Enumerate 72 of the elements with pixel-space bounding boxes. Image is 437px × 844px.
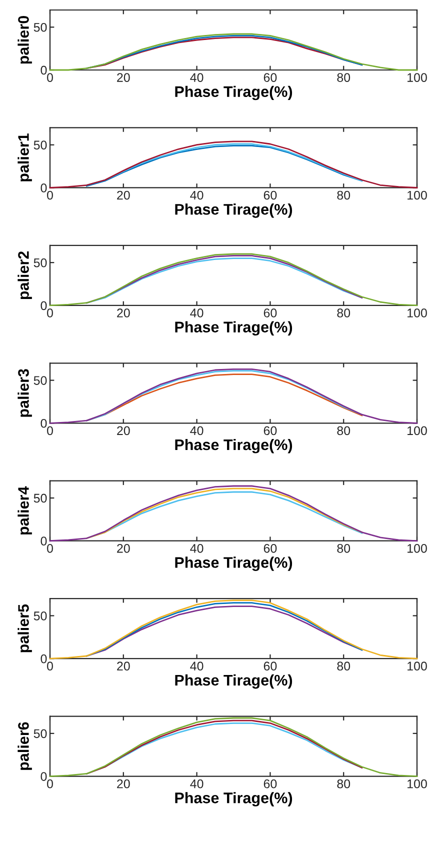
x-tick-label: 0 bbox=[47, 308, 53, 318]
x-tick-label: 40 bbox=[190, 544, 204, 553]
x-tick-label: 100 bbox=[408, 308, 427, 318]
x-axis-title: Phase Tirage(%) bbox=[175, 438, 292, 454]
x-axis-title: Phase Tirage(%) bbox=[175, 204, 292, 218]
x-tick-label: 100 bbox=[408, 662, 427, 671]
x-tick-label: 80 bbox=[337, 662, 350, 671]
y-tick-label: 0 bbox=[40, 184, 47, 192]
x-tick-label: 80 bbox=[337, 308, 350, 318]
y-tick-label: 50 bbox=[34, 22, 47, 32]
y-tick-label: 0 bbox=[40, 536, 47, 546]
x-tick-label: 100 bbox=[408, 779, 427, 788]
x-tick-label: 80 bbox=[337, 544, 350, 553]
x-tick-label: 100 bbox=[408, 544, 427, 553]
y-tick-label: 0 bbox=[40, 418, 47, 428]
x-tick-label: 20 bbox=[117, 190, 130, 200]
y-tick-label: 50 bbox=[34, 376, 47, 385]
x-tick-label: 100 bbox=[408, 426, 427, 436]
x-tick-label: 40 bbox=[190, 73, 204, 82]
x-tick-label: 80 bbox=[337, 426, 350, 436]
x-tick-label: 100 bbox=[408, 73, 427, 82]
x-tick-label: 60 bbox=[264, 662, 277, 671]
y-axis-title: palier3 bbox=[18, 369, 32, 417]
x-tick-label: 40 bbox=[190, 426, 204, 436]
x-axis-title: Phase Tirage(%) bbox=[175, 792, 292, 806]
line-series bbox=[49, 600, 418, 660]
y-tick-label: 0 bbox=[40, 772, 47, 781]
x-tick-label: 60 bbox=[264, 426, 277, 436]
x-tick-label: 60 bbox=[264, 544, 277, 553]
x-tick-label: 40 bbox=[190, 190, 204, 200]
x-tick-label: 80 bbox=[337, 190, 350, 200]
y-tick-label: 50 bbox=[34, 258, 47, 268]
x-tick-label: 40 bbox=[190, 308, 204, 318]
x-tick-label: 60 bbox=[264, 73, 277, 82]
y-tick-label: 50 bbox=[34, 494, 47, 503]
y-tick-label: 50 bbox=[34, 140, 47, 150]
x-tick-label: 60 bbox=[264, 190, 277, 200]
y-axis-title: palier4 bbox=[18, 486, 32, 534]
x-tick-label: 20 bbox=[117, 779, 130, 788]
x-axis-title: Phase Tirage(%) bbox=[175, 556, 292, 571]
x-tick-label: 20 bbox=[117, 73, 130, 82]
x-tick-label: 0 bbox=[47, 190, 53, 200]
x-tick-label: 0 bbox=[47, 426, 53, 436]
x-axis-title: Phase Tirage(%) bbox=[175, 86, 292, 100]
y-tick-label: 50 bbox=[34, 729, 47, 738]
y-axis-title: palier2 bbox=[18, 251, 32, 300]
line-series bbox=[49, 717, 418, 777]
x-tick-label: 20 bbox=[117, 426, 130, 436]
x-tick-label: 80 bbox=[337, 73, 350, 82]
x-tick-label: 60 bbox=[264, 308, 277, 318]
x-tick-label: 40 bbox=[190, 779, 204, 788]
x-axis-title: Phase Tirage(%) bbox=[175, 321, 292, 336]
x-tick-label: 80 bbox=[337, 779, 350, 788]
y-tick-label: 0 bbox=[40, 301, 47, 310]
y-tick-label: 50 bbox=[34, 612, 47, 620]
x-tick-label: 60 bbox=[264, 779, 277, 788]
x-tick-label: 20 bbox=[117, 662, 130, 671]
x-tick-label: 0 bbox=[47, 662, 53, 671]
x-tick-label: 0 bbox=[47, 544, 53, 553]
x-tick-label: 0 bbox=[47, 73, 53, 82]
x-tick-label: 0 bbox=[47, 779, 53, 788]
y-axis-title: palier0 bbox=[18, 16, 32, 64]
y-tick-label: 0 bbox=[40, 654, 47, 664]
y-tick-label: 0 bbox=[40, 66, 47, 75]
x-tick-label: 20 bbox=[117, 308, 130, 318]
x-tick-label: 100 bbox=[408, 190, 427, 200]
y-axis-title: palier6 bbox=[18, 722, 32, 770]
x-tick-label: 20 bbox=[117, 544, 130, 553]
y-axis-title: palier1 bbox=[18, 134, 32, 182]
x-axis-title: Phase Tirage(%) bbox=[175, 674, 292, 689]
x-tick-label: 40 bbox=[190, 662, 204, 671]
y-axis-title: palier5 bbox=[18, 604, 32, 652]
